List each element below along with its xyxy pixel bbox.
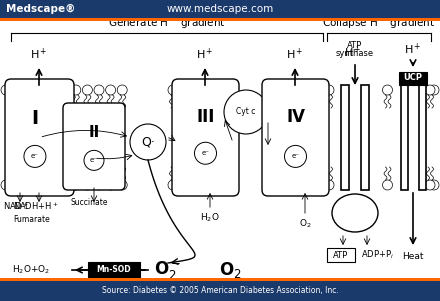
FancyBboxPatch shape xyxy=(5,79,74,196)
Text: ATP: ATP xyxy=(347,41,363,50)
Bar xyxy=(399,72,427,85)
Text: H$_2$O: H$_2$O xyxy=(200,212,220,225)
Circle shape xyxy=(429,85,439,95)
FancyBboxPatch shape xyxy=(262,79,329,196)
Text: H$^+$: H$^+$ xyxy=(286,47,304,62)
Circle shape xyxy=(130,124,166,160)
Bar xyxy=(0,0,440,18)
Text: synthase: synthase xyxy=(336,49,374,58)
Text: Fumarate: Fumarate xyxy=(13,215,50,224)
Text: e⁻: e⁻ xyxy=(291,154,300,160)
Circle shape xyxy=(117,85,127,95)
Circle shape xyxy=(82,180,92,190)
Bar xyxy=(419,85,426,190)
Text: H$_2$O+O$_2$: H$_2$O+O$_2$ xyxy=(12,264,50,276)
Bar xyxy=(88,262,140,277)
Text: Generate H$^+$ gradient: Generate H$^+$ gradient xyxy=(108,16,226,31)
Circle shape xyxy=(224,90,268,134)
Text: III: III xyxy=(196,107,215,126)
Bar xyxy=(0,278,440,281)
Circle shape xyxy=(84,150,104,170)
Text: II: II xyxy=(88,125,99,140)
Text: ADP+P$_i$: ADP+P$_i$ xyxy=(360,249,393,261)
Text: H$^+$: H$^+$ xyxy=(30,47,48,62)
Text: www.medscape.com: www.medscape.com xyxy=(166,4,274,14)
FancyBboxPatch shape xyxy=(63,103,125,190)
Circle shape xyxy=(425,85,435,95)
Text: O$_2$: O$_2$ xyxy=(219,260,241,280)
Circle shape xyxy=(425,180,435,190)
Text: Medscape®: Medscape® xyxy=(6,4,75,14)
Text: Heat: Heat xyxy=(402,252,424,261)
Circle shape xyxy=(94,180,104,190)
Circle shape xyxy=(168,180,178,190)
Circle shape xyxy=(106,85,116,95)
Circle shape xyxy=(382,85,392,95)
Text: H$^+$: H$^+$ xyxy=(344,45,362,60)
Text: Cyt c: Cyt c xyxy=(236,107,256,116)
Circle shape xyxy=(269,180,279,190)
Circle shape xyxy=(94,85,104,95)
Circle shape xyxy=(7,85,17,95)
Circle shape xyxy=(24,145,46,167)
Circle shape xyxy=(324,180,334,190)
Text: Source: Diabetes © 2005 American Diabetes Association, Inc.: Source: Diabetes © 2005 American Diabete… xyxy=(102,287,338,296)
Text: NAD$^+$: NAD$^+$ xyxy=(3,200,29,212)
Text: Collapse H$^+$ gradient: Collapse H$^+$ gradient xyxy=(323,16,436,31)
Text: H$^+$: H$^+$ xyxy=(404,42,422,57)
Circle shape xyxy=(194,142,216,164)
Text: Mn-SOD: Mn-SOD xyxy=(97,265,131,275)
Circle shape xyxy=(7,180,17,190)
Bar xyxy=(0,281,440,301)
Text: e⁻: e⁻ xyxy=(90,157,98,163)
Bar xyxy=(401,85,408,190)
Text: ATP: ATP xyxy=(334,250,348,259)
Circle shape xyxy=(429,180,439,190)
Text: I: I xyxy=(31,109,39,128)
Text: NADH+H$^+$: NADH+H$^+$ xyxy=(13,200,59,212)
Circle shape xyxy=(269,85,279,95)
Bar xyxy=(341,85,349,190)
Circle shape xyxy=(382,180,392,190)
Text: e⁻: e⁻ xyxy=(31,154,39,160)
Circle shape xyxy=(168,85,178,95)
Circle shape xyxy=(117,180,127,190)
Bar xyxy=(327,248,355,262)
Text: O$_2^-$: O$_2^-$ xyxy=(154,259,182,281)
Text: UCP: UCP xyxy=(403,73,422,82)
Text: Q·: Q· xyxy=(141,135,155,148)
Text: H$^+$: H$^+$ xyxy=(196,47,214,62)
Bar xyxy=(361,85,369,190)
Bar xyxy=(0,18,440,21)
Ellipse shape xyxy=(332,194,378,232)
Text: O$_2$: O$_2$ xyxy=(299,218,311,231)
Circle shape xyxy=(285,145,307,167)
Text: e⁻: e⁻ xyxy=(202,150,209,156)
Circle shape xyxy=(82,85,92,95)
FancyBboxPatch shape xyxy=(172,79,239,196)
Circle shape xyxy=(71,85,81,95)
Circle shape xyxy=(1,85,11,95)
Circle shape xyxy=(1,180,11,190)
Circle shape xyxy=(106,180,116,190)
Text: IV: IV xyxy=(286,107,305,126)
Text: Succinate: Succinate xyxy=(70,198,107,207)
Circle shape xyxy=(71,180,81,190)
Circle shape xyxy=(324,85,334,95)
